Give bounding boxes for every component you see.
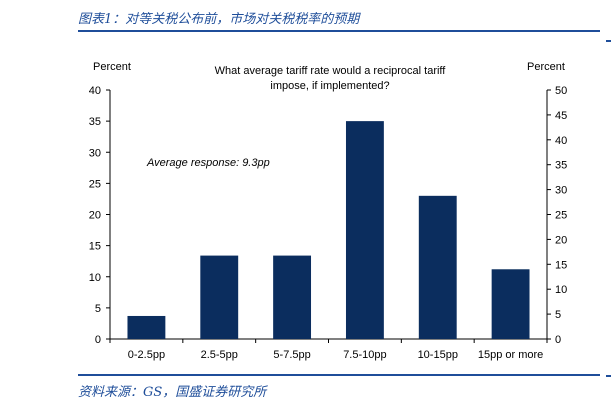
y-tick-label-left: 10 xyxy=(89,272,101,284)
bar-5-7.5pp xyxy=(273,255,312,339)
y-axis-label-left: Percent xyxy=(93,61,131,73)
y-tick-label-right: 40 xyxy=(555,135,567,147)
source-note: 资料来源：GS，国盛证券研究所 xyxy=(78,385,267,400)
x-tick-label: 15pp or more xyxy=(478,349,543,361)
y-tick-label-right: 35 xyxy=(555,160,567,172)
figure-caption: 图表1：对等关税公布前，市场对关税税率的预期 xyxy=(78,12,360,27)
bars xyxy=(127,121,530,339)
y-tick-label-left: 30 xyxy=(89,147,101,159)
y-tick-label-left: 35 xyxy=(89,116,101,128)
y-tick-label-right: 15 xyxy=(555,259,567,271)
edge-mark-top xyxy=(606,40,611,42)
y-axis-label-right: Percent xyxy=(527,61,565,73)
y-tick-label-right: 30 xyxy=(555,185,567,197)
bar-10-15pp xyxy=(418,195,457,339)
y-tick-label-right: 0 xyxy=(555,334,561,346)
bar-15pp or more xyxy=(491,269,530,339)
bar-7.5-10pp xyxy=(345,121,384,339)
bottom-rule xyxy=(78,374,600,376)
y-tick-label-right: 10 xyxy=(555,284,567,296)
edge-mark-bottom xyxy=(606,375,611,377)
bar-0-2.5pp xyxy=(127,315,166,339)
y-tick-label-right: 45 xyxy=(555,110,567,122)
y-tick-label-left: 40 xyxy=(89,85,101,97)
x-tick-label: 10-15pp xyxy=(418,349,458,361)
y-tick-label-right: 20 xyxy=(555,234,567,246)
x-tick-label: 0-2.5pp xyxy=(128,349,165,361)
chart-title-line-1: What average tariff rate would a recipro… xyxy=(215,65,447,77)
y-tick-label-left: 0 xyxy=(95,334,101,346)
y-tick-label-left: 5 xyxy=(95,303,101,315)
x-tick-label: 2.5-5pp xyxy=(201,349,238,361)
x-tick-label: 7.5-10pp xyxy=(343,349,386,361)
y-tick-label-right: 25 xyxy=(555,210,567,222)
top-rule xyxy=(78,30,600,32)
average-response-annotation: Average response: 9.3pp xyxy=(146,157,270,169)
x-tick-label: 5-7.5pp xyxy=(273,349,310,361)
y-tick-label-right: 50 xyxy=(555,85,567,97)
y-tick-label-right: 5 xyxy=(555,309,561,321)
y-tick-label-left: 20 xyxy=(89,210,101,222)
axes xyxy=(106,89,551,343)
bar-2.5-5pp xyxy=(200,255,239,339)
y-tick-label-left: 15 xyxy=(89,241,101,253)
y-tick-label-left: 25 xyxy=(89,178,101,190)
chart-title-line-2: impose, if implemented? xyxy=(270,80,389,92)
tick-labels: 0 5 10 15 20 25 30 35 40 0 5 10 15 20 25 30 35 40 45 50 0-2.… xyxy=(89,85,568,361)
